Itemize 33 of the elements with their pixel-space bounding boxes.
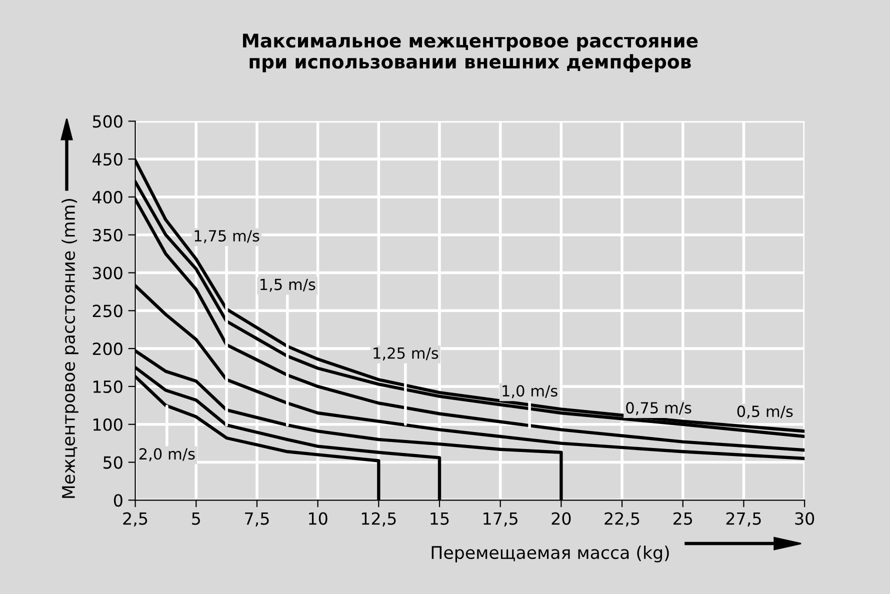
- x-tick-label: 22,5: [604, 512, 640, 527]
- annotation: 1,25 m/s: [374, 347, 438, 360]
- y-tick-label: 150: [93, 380, 122, 394]
- x-tick-label: 5: [192, 512, 200, 525]
- x-tick-label: 27,5: [726, 512, 761, 527]
- y-tick-label: 450: [92, 153, 122, 166]
- y-tick-label: 400: [92, 190, 122, 204]
- annotation: 0,75 m/s: [626, 402, 692, 416]
- y-tick-label: 50: [104, 456, 122, 469]
- y-axis-title: Межцентровое расстояние (mm): [62, 199, 78, 498]
- x-tick-label: 20: [552, 512, 571, 525]
- x-tick-label: 25: [673, 512, 692, 525]
- annotation: 1,5 m/s: [260, 278, 316, 292]
- x-tick-label: 30: [795, 512, 814, 525]
- annotation: 2,0 m/s: [139, 448, 195, 462]
- y-tick-label: 250: [92, 304, 122, 318]
- annotation: 1,75 m/s: [194, 230, 260, 244]
- y-tick-label: 200: [92, 342, 122, 356]
- y-tick-label: 0: [114, 494, 122, 507]
- annotation: 0,5 m/s: [737, 406, 793, 419]
- annotation: 1,0 m/s: [502, 385, 558, 398]
- y-tick-label: 300: [92, 266, 122, 280]
- chart-title: Максимальное межцентровое расстояние при использовании внешних демпферов: [243, 34, 698, 72]
- x-tick-label: 17,5: [484, 512, 518, 527]
- y-tick-label: 350: [92, 228, 122, 242]
- y-tick-label: 100: [93, 418, 122, 431]
- y-tick-label: 500: [92, 115, 122, 128]
- x-tick-label: 2,5: [123, 512, 148, 527]
- x-tick-label: 10: [309, 512, 328, 525]
- x-tick-label: 12,5: [362, 512, 396, 527]
- x-tick-label: 7,5: [245, 512, 269, 527]
- x-tick-label: 15: [430, 512, 449, 525]
- x-axis-title: Перемещаемая масса (kg): [432, 546, 669, 562]
